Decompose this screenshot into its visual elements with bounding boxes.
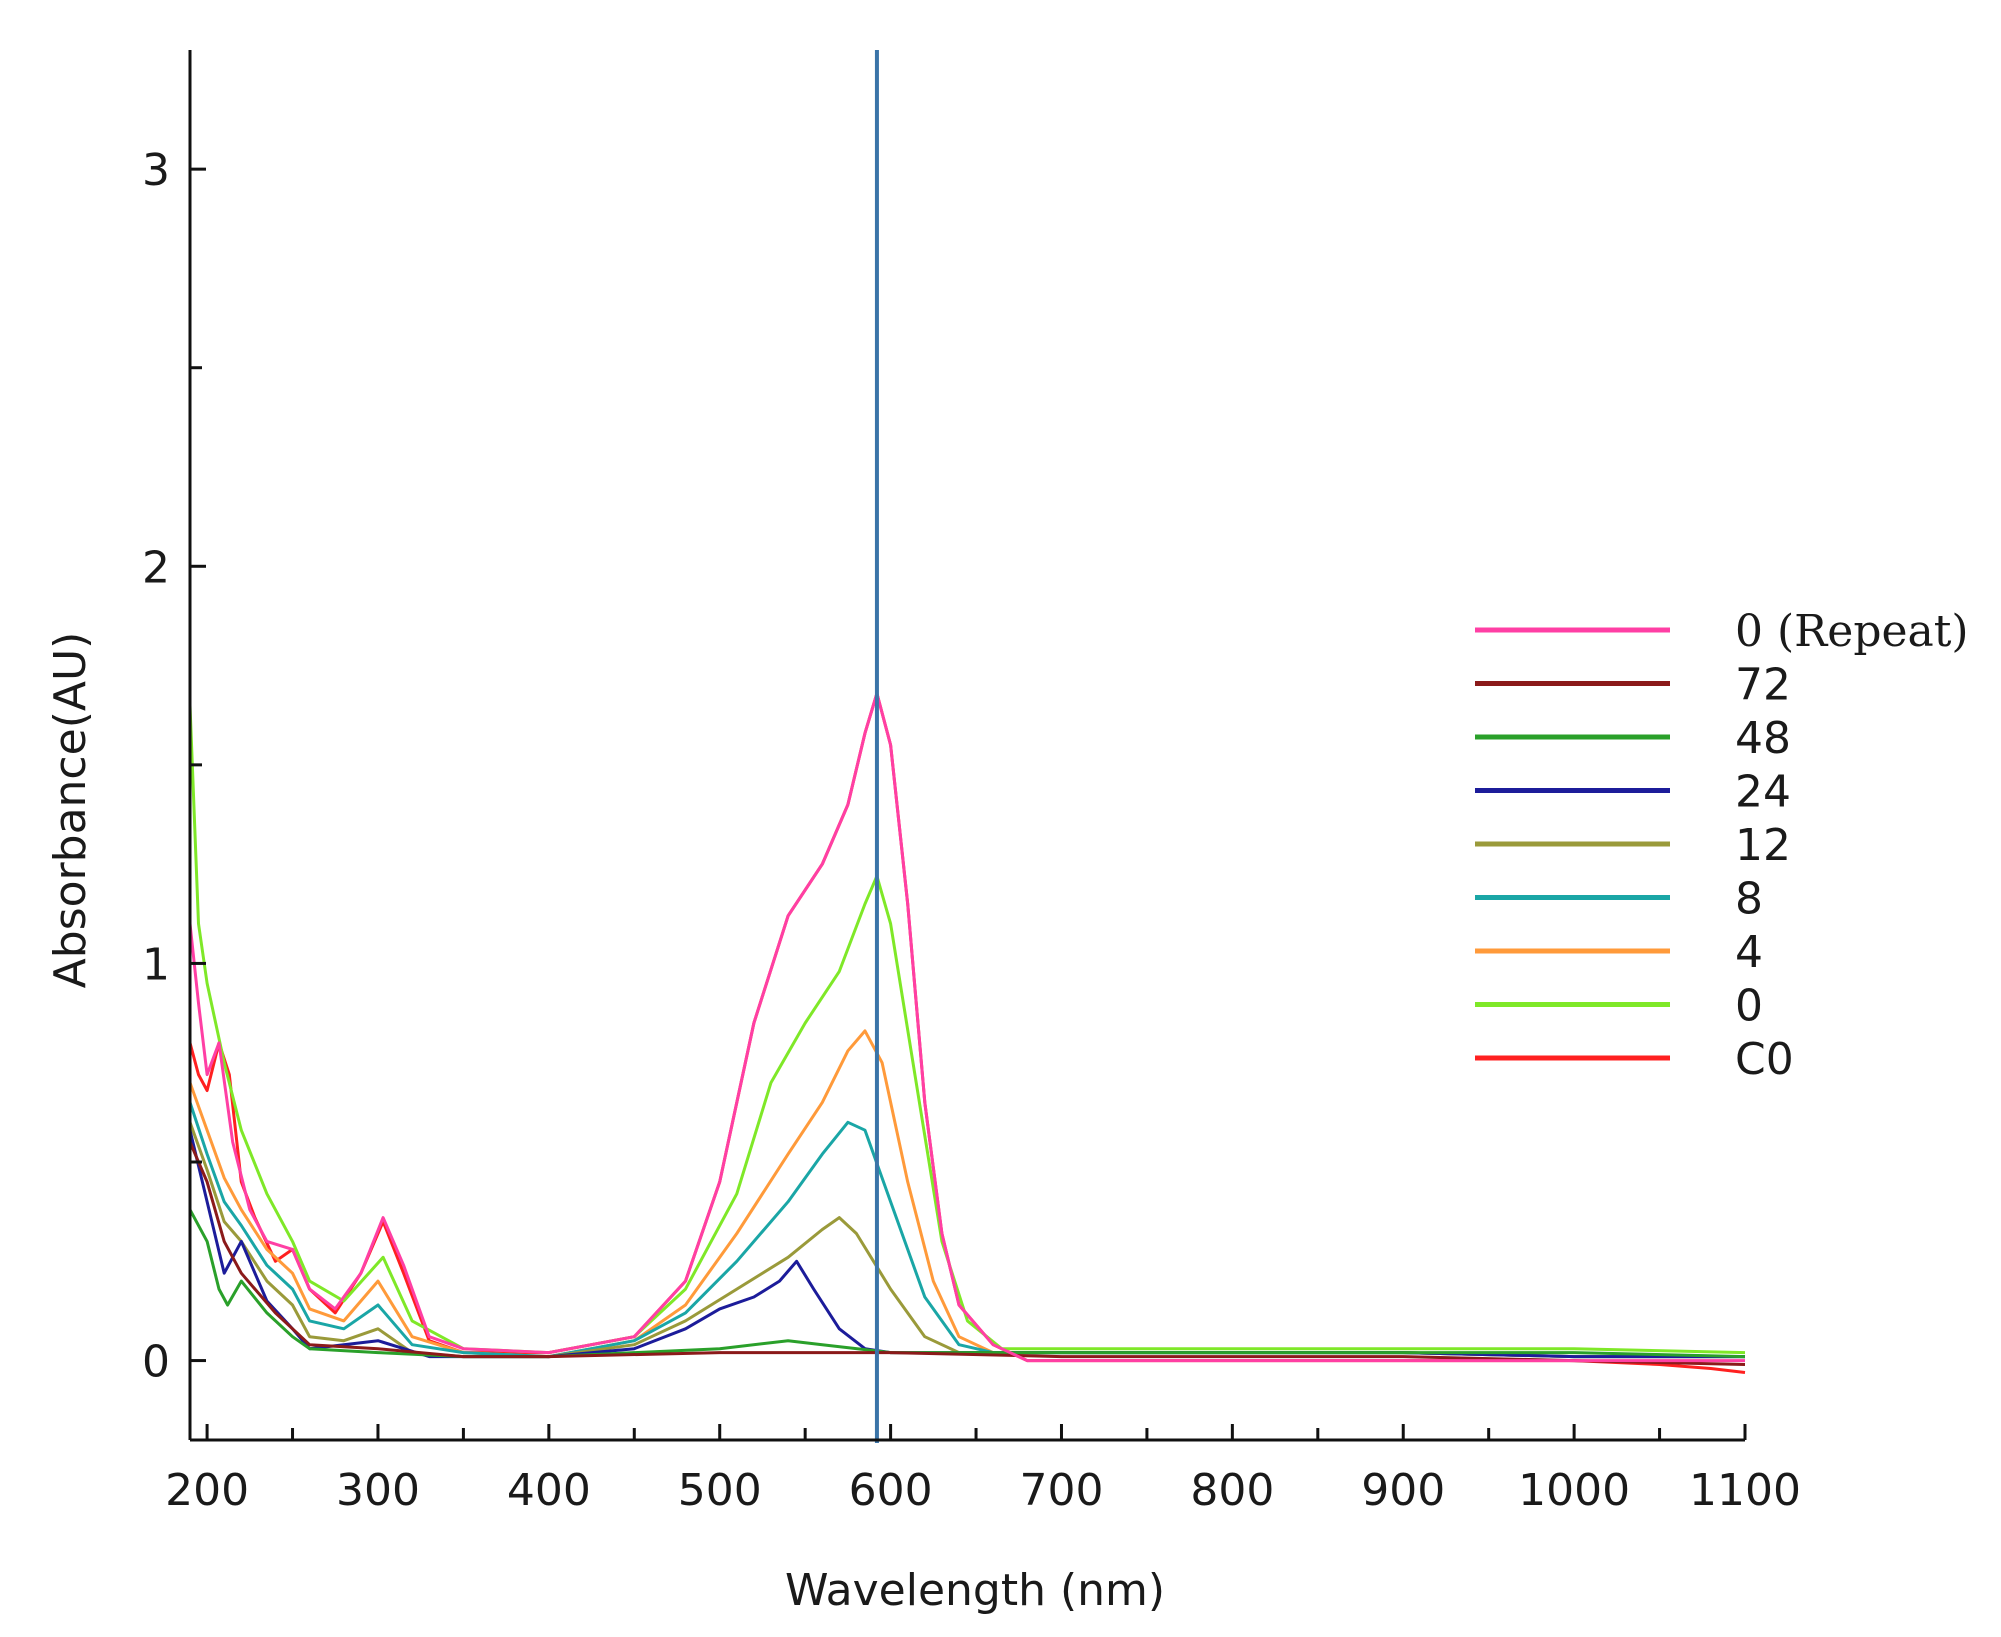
legend-label: 4 xyxy=(1735,927,1763,978)
x-tick-label: 900 xyxy=(1361,1465,1445,1516)
x-tick-label: 1100 xyxy=(1689,1465,1801,1516)
y-tick-label: 0 xyxy=(142,1337,170,1388)
y-tick-label: 2 xyxy=(142,542,170,593)
x-tick-label: 700 xyxy=(1019,1465,1103,1516)
series-line-72 xyxy=(188,1141,1746,1366)
x-tick-label: 600 xyxy=(849,1465,933,1516)
y-tick-label: 3 xyxy=(142,145,170,196)
series-line-48 xyxy=(188,1208,1746,1359)
plot-area xyxy=(188,50,1746,1443)
series-line-0-repeat- xyxy=(188,691,1745,1363)
series-line-4 xyxy=(188,1029,1745,1359)
series-line-0 xyxy=(188,705,1746,1355)
series-line-c0 xyxy=(188,691,1746,1374)
x-tick-label: 300 xyxy=(336,1465,420,1516)
legend-label: 24 xyxy=(1735,767,1791,818)
x-tick-label: 400 xyxy=(507,1465,591,1516)
legend-label: C0 xyxy=(1735,1034,1794,1085)
x-tick-label: 500 xyxy=(678,1465,762,1516)
x-tick-label: 800 xyxy=(1190,1465,1274,1516)
legend-label: 12 xyxy=(1735,820,1791,871)
x-tick-label: 1000 xyxy=(1518,1465,1630,1516)
legend-label: 72 xyxy=(1735,660,1791,711)
x-axis-title: Wavelength (nm) xyxy=(785,1565,1165,1616)
legend-label: 48 xyxy=(1735,713,1791,764)
legend-label: 0 xyxy=(1735,981,1763,1032)
y-tick-label: 1 xyxy=(142,939,170,990)
x-tick-label: 200 xyxy=(165,1465,249,1516)
y-axis-title: Absorbance(AU) xyxy=(45,632,96,989)
legend-label: 8 xyxy=(1735,874,1763,925)
legend-label: 0 (Repeat) xyxy=(1735,606,1969,657)
